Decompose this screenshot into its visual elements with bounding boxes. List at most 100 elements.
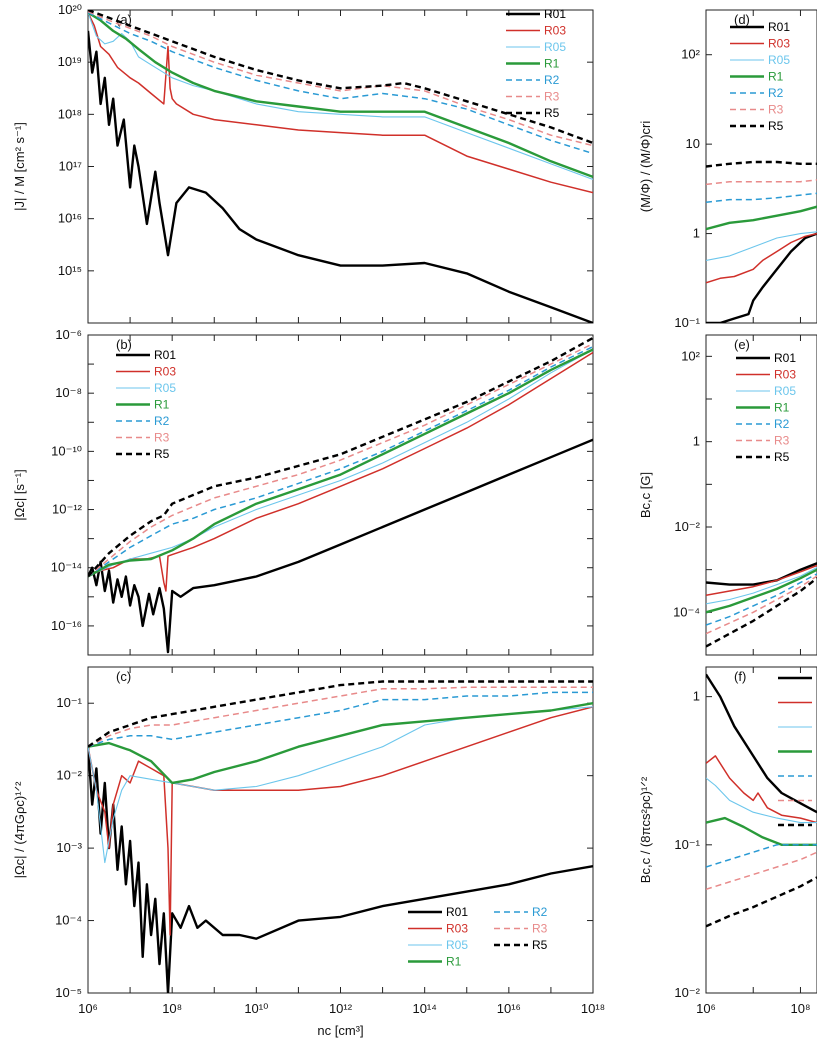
series-line-r2 [88, 345, 593, 578]
y-axis-label-e: Bc,c [G] [638, 472, 653, 518]
legend-label-r01: R01 [544, 7, 566, 21]
series-line-r1 [88, 11, 593, 179]
series-line-r03 [88, 706, 593, 936]
legend-label-r5: R5 [768, 119, 784, 133]
legend-label-r05: R05 [774, 384, 796, 398]
series-line-r01 [88, 438, 593, 654]
legend-label-r1: R1 [154, 398, 170, 412]
legend-label-r05: R05 [154, 381, 176, 395]
legend-label-r01: R01 [774, 351, 796, 365]
x-tick-label: 10¹² [329, 1001, 353, 1016]
legend-label-r05: R05 [544, 40, 566, 54]
panel-label-a: (a) [116, 12, 132, 27]
legend-label-r2: R2 [774, 417, 790, 431]
legend-label-r01: R01 [446, 905, 468, 919]
panel-frame-f [705, 666, 817, 994]
legend-label-r5: R5 [774, 450, 790, 464]
legend-label-r05: R05 [446, 938, 468, 952]
y-tick-label: 10⁻¹ [674, 837, 700, 852]
y-tick-label: 10⁻¹⁶ [51, 618, 82, 633]
series-line-r1 [88, 702, 593, 785]
series-line-r03 [706, 232, 817, 284]
y-tick-label: 10¹⁷ [59, 159, 83, 174]
series-line-r03 [706, 755, 817, 824]
legend-label-r2: R2 [532, 905, 548, 919]
y-tick-label: 1 [693, 434, 700, 449]
series-line-r2 [706, 844, 817, 868]
x-tick-label: 10⁶ [696, 1001, 716, 1016]
series-line-r5 [706, 577, 817, 648]
legend-label-r2: R2 [154, 414, 170, 428]
panel-a: 10¹⁵ 10¹⁶ 10¹⁷ 10¹⁸ 10¹⁹ 10²⁰ (a) |J| / M [cm² … [12, 2, 594, 324]
y-tick-label: 10⁻¹ [56, 695, 82, 710]
panel-frame-e [705, 334, 817, 656]
series-group-f [706, 673, 817, 928]
y-axis-label-c: |Ωc| / (4πGρc)¹ᐟ² [12, 781, 27, 879]
legend-label-r5: R5 [154, 447, 170, 461]
series-group-b [88, 336, 593, 654]
series-line-r2 [706, 573, 817, 626]
series-line-r3 [706, 851, 817, 891]
series-line-r01 [706, 232, 817, 323]
legend-label-r03: R03 [544, 24, 566, 38]
panel-b: 10⁻¹⁶ 10⁻¹⁴ 10⁻¹² 10⁻¹⁰ 10⁻⁸ 10⁻⁶ (b) |Ωc| [s⁻¹… [12, 327, 594, 656]
y-tick-label: 10⁻⁴ [673, 604, 700, 619]
y-tick-label: 10²⁰ [58, 2, 82, 17]
legend-label-r03: R03 [774, 368, 796, 382]
legend-d: R01 R03 R05 R1 R2 R3 R5 [730, 20, 790, 133]
y-tick-label: 10¹⁵ [58, 263, 82, 278]
y-tick-label: 10⁻⁶ [55, 327, 82, 342]
y-tick-label: 10⁻² [674, 985, 700, 1000]
series-group-a [88, 10, 593, 323]
y-tick-label: 10¹⁹ [58, 54, 82, 69]
series-line-r3 [88, 10, 593, 147]
y-tick-label: 10⁻² [56, 768, 82, 783]
series-line-r5 [88, 10, 593, 145]
y-tick-label: 10¹⁸ [58, 106, 82, 121]
series-line-r05 [706, 777, 817, 824]
y-tick-label: 10⁻³ [56, 840, 82, 855]
series-line-r05 [88, 12, 593, 181]
x-axis-label: nc [cm³] [317, 1023, 363, 1038]
legend-label-r3: R3 [544, 90, 560, 104]
legend-a: R01 R03 R05 R1 R2 R3 R5 [506, 7, 566, 120]
y-tick-label: 10⁻⁸ [55, 385, 82, 400]
series-line-r2 [88, 691, 593, 748]
series-line-r1 [88, 348, 593, 578]
y-axis-label-d: (M/Φ) / (M/Φ)cri [638, 121, 653, 213]
legend-label-r1: R1 [768, 70, 784, 84]
y-axis-label-a: |J| / M [cm² s⁻¹] [12, 122, 27, 211]
series-line-r3 [706, 575, 817, 635]
y-tick-label: 10⁻¹⁴ [51, 560, 82, 575]
series-line-r3 [88, 343, 593, 578]
series-line-r01 [88, 30, 593, 323]
series-line-r03 [706, 564, 817, 597]
series-line-r3 [88, 686, 593, 748]
y-tick-label: 10⁻¹² [52, 502, 83, 517]
x-axis-left: 10⁶ 10⁸ 10¹⁰ 10¹² 10¹⁴ 10¹⁶ 10¹⁸ nc [cm³] [78, 1001, 605, 1038]
y-axis-label-f: Bc,c / (8πcs²ρc)¹ᐟ² [638, 776, 653, 883]
legend-e: R01 R03 R05 R1 R2 R3 R5 [736, 351, 796, 464]
legend-label-r1: R1 [446, 955, 462, 969]
panel-label-e: (e) [734, 337, 750, 352]
legend-label-r1: R1 [544, 57, 560, 71]
y-axis-label-b: |Ωc| [s⁻¹] [12, 469, 27, 521]
legend-label-r3: R3 [768, 103, 784, 117]
x-tick-label: 10⁸ [790, 1001, 810, 1016]
series-line-r1 [706, 816, 817, 846]
panel-label-d: (d) [734, 12, 750, 27]
panel-f: 10⁻² 10⁻¹ 1 (f) Bc,c / (8πcs²ρc)¹ᐟ² [638, 666, 817, 1000]
y-tick-label: 10¹⁶ [58, 211, 82, 226]
series-line-r5 [88, 336, 593, 578]
panel-d: 10⁻¹ 1 10 10² (d) (M/Φ) / (M/Φ)cri R01 R03 R05 R1… [638, 9, 817, 330]
y-tick-label: 10⁻¹⁰ [51, 443, 82, 458]
series-line-r1 [706, 205, 817, 231]
x-tick-label: 10¹⁶ [497, 1001, 521, 1016]
legend-label-r01: R01 [768, 20, 790, 34]
legend-c: R01 R03 R05 R1 R2 R3 R5 [408, 905, 548, 969]
series-line-r01 [706, 562, 817, 586]
y-tick-label: 10⁻⁴ [55, 913, 82, 928]
series-line-r1 [706, 568, 817, 614]
legend-label-r3: R3 [532, 922, 548, 936]
